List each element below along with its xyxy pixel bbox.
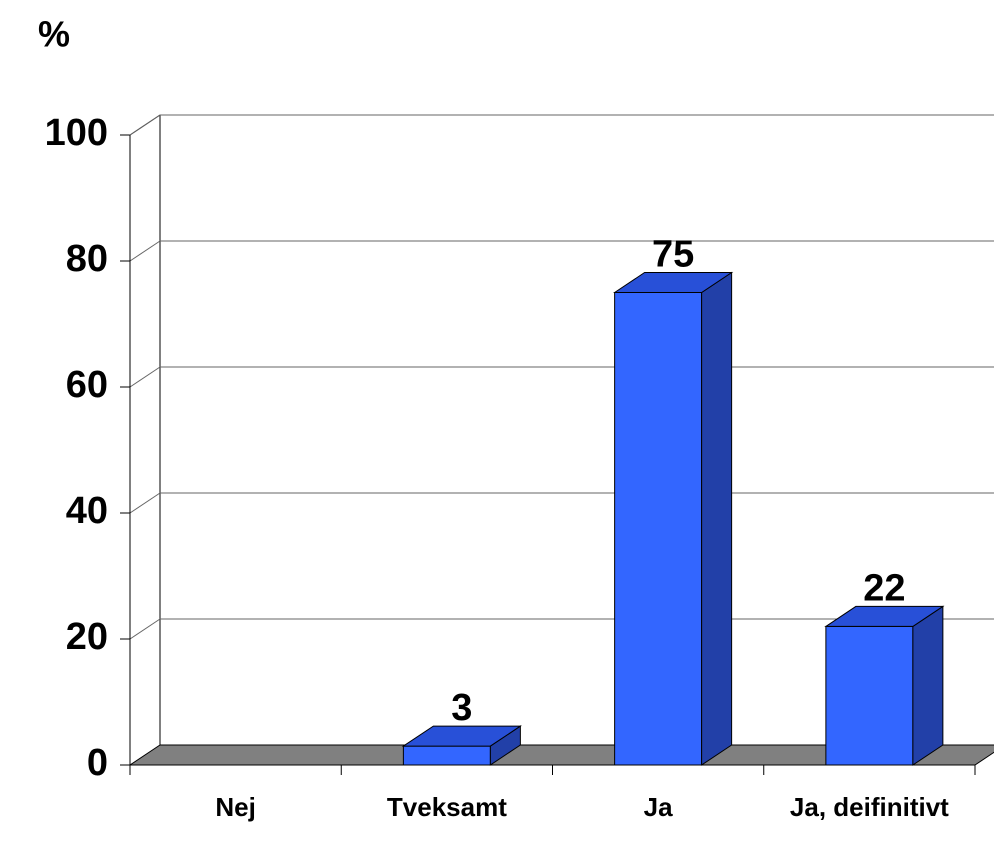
y-tick-label: 0 <box>87 742 108 784</box>
bar-top <box>612 272 734 293</box>
value-label: 3 <box>451 687 472 729</box>
y-tick-label: 40 <box>66 490 108 532</box>
bar <box>614 292 703 766</box>
y-tick-label: 20 <box>66 616 108 658</box>
grid-line-side <box>129 492 161 514</box>
x-tick-label: Nej <box>215 792 256 822</box>
grid-line-side <box>129 366 161 388</box>
x-tick-label: Ja <box>643 792 673 822</box>
y-tick-label: 100 <box>45 112 108 154</box>
bar-side <box>912 605 944 766</box>
grid-line-side <box>129 114 161 136</box>
value-label: 75 <box>652 234 694 276</box>
bar-side <box>701 271 733 766</box>
y-tick-label: 60 <box>66 364 108 406</box>
value-label: 22 <box>863 567 905 609</box>
bar-top <box>401 725 523 747</box>
y-tick-label: 80 <box>66 238 108 280</box>
y-axis-label: % <box>38 14 70 55</box>
bar <box>402 745 491 766</box>
x-tick-label: Ja, deifinitivt <box>789 792 949 822</box>
grid-line-side <box>129 240 161 262</box>
bar-top <box>824 605 945 627</box>
x-tick-label: Tveksamt <box>386 792 507 822</box>
bar <box>825 625 914 766</box>
grid-line-side <box>129 618 161 640</box>
